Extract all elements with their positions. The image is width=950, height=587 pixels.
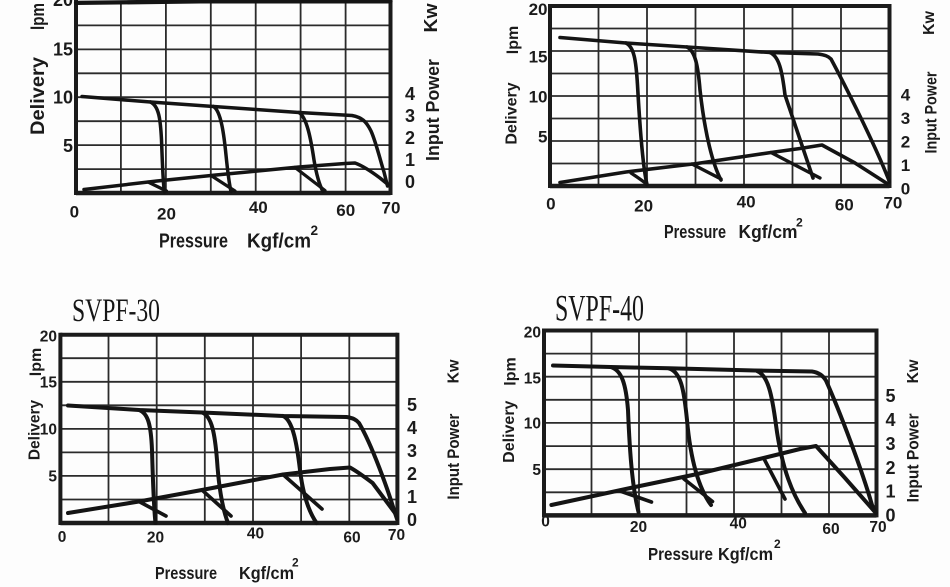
svg-text:20: 20: [157, 205, 176, 224]
svg-text:70: 70: [382, 198, 401, 217]
svg-text:60: 60: [835, 196, 854, 215]
svg-text:1: 1: [885, 482, 895, 502]
svg-text:5: 5: [532, 462, 541, 479]
svg-text:Pressure: Pressure: [664, 222, 726, 242]
svg-text:3: 3: [885, 434, 895, 454]
svg-text:2: 2: [407, 464, 417, 484]
svg-text:15: 15: [53, 39, 73, 59]
svg-text:20: 20: [529, 0, 548, 19]
svg-text:5: 5: [48, 469, 57, 486]
svg-text:0: 0: [70, 202, 79, 221]
svg-text:5: 5: [538, 128, 547, 147]
svg-text:Kgf/cm: Kgf/cm: [718, 544, 773, 564]
svg-text:0: 0: [407, 510, 417, 530]
svg-text:20: 20: [524, 324, 541, 341]
svg-text:60: 60: [336, 201, 355, 220]
svg-text:Pressure: Pressure: [159, 231, 228, 253]
svg-text:Input Power: Input Power: [422, 59, 443, 161]
svg-text:20: 20: [630, 519, 647, 536]
svg-text:10: 10: [529, 88, 548, 107]
svg-text:Kw: Kw: [420, 3, 441, 33]
svg-text:70: 70: [388, 527, 405, 544]
svg-text:70: 70: [883, 193, 902, 212]
svg-text:10: 10: [40, 421, 57, 438]
svg-text:1: 1: [407, 487, 417, 507]
svg-text:Delivery: Delivery: [27, 57, 49, 135]
svg-text:2: 2: [901, 132, 910, 151]
svg-text:lpm: lpm: [28, 348, 45, 376]
svg-text:SVPF-30: SVPF-30: [72, 293, 160, 329]
svg-text:3: 3: [407, 441, 417, 461]
svg-text:Kgf/cm: Kgf/cm: [739, 222, 798, 242]
svg-text:5: 5: [407, 395, 417, 415]
svg-text:0: 0: [901, 179, 910, 198]
svg-text:10: 10: [53, 87, 73, 107]
svg-text:40: 40: [737, 192, 756, 211]
svg-text:20: 20: [147, 530, 164, 547]
svg-text:3: 3: [405, 106, 415, 126]
svg-text:2: 2: [292, 556, 299, 570]
svg-text:2: 2: [311, 223, 319, 238]
svg-text:2: 2: [885, 458, 895, 478]
svg-text:70: 70: [869, 519, 886, 536]
svg-text:Pressure: Pressure: [155, 563, 217, 583]
svg-text:1: 1: [405, 150, 415, 170]
svg-text:4: 4: [901, 85, 911, 104]
svg-text:lpm: lpm: [27, 3, 48, 30]
svg-text:40: 40: [247, 526, 264, 543]
svg-text:4: 4: [407, 418, 417, 438]
svg-text:60: 60: [822, 521, 839, 538]
svg-text:20: 20: [53, 0, 73, 10]
svg-text:Delivery: Delivery: [504, 82, 521, 144]
svg-text:0: 0: [546, 194, 555, 213]
svg-text:SVPF-40: SVPF-40: [555, 289, 644, 330]
svg-text:2: 2: [774, 537, 781, 551]
svg-text:40: 40: [730, 515, 747, 532]
svg-text:2: 2: [405, 128, 415, 148]
svg-text:lpm: lpm: [505, 26, 522, 54]
svg-text:0: 0: [885, 506, 895, 526]
svg-text:Kgf/cm: Kgf/cm: [247, 231, 311, 253]
svg-text:15: 15: [524, 370, 542, 387]
svg-text:15: 15: [40, 374, 58, 391]
svg-text:10: 10: [524, 416, 541, 433]
svg-text:20: 20: [634, 197, 653, 216]
svg-text:0: 0: [405, 172, 415, 192]
svg-text:Input Power: Input Power: [922, 71, 940, 153]
svg-text:60: 60: [343, 530, 360, 547]
svg-text:Input Power: Input Power: [903, 413, 922, 502]
svg-text:4: 4: [885, 410, 895, 430]
svg-text:2: 2: [796, 216, 803, 230]
svg-text:40: 40: [249, 198, 268, 217]
svg-text:3: 3: [901, 109, 910, 128]
svg-text:Kw: Kw: [921, 10, 938, 35]
svg-text:Kw: Kw: [446, 359, 463, 384]
svg-text:0: 0: [541, 514, 550, 531]
svg-text:5: 5: [63, 136, 73, 156]
svg-text:Delivery: Delivery: [501, 400, 518, 462]
svg-text:Input Power: Input Power: [445, 413, 463, 500]
svg-text:15: 15: [529, 48, 548, 67]
svg-text:5: 5: [885, 386, 895, 406]
svg-text:4: 4: [405, 84, 415, 104]
svg-text:lpm: lpm: [503, 357, 520, 385]
svg-text:Kgf/cm: Kgf/cm: [239, 563, 294, 583]
svg-text:0: 0: [58, 529, 67, 546]
svg-text:Kw: Kw: [905, 359, 922, 384]
svg-text:Pressure: Pressure: [648, 544, 713, 564]
svg-text:20: 20: [40, 329, 57, 346]
svg-text:Delivery: Delivery: [27, 399, 44, 460]
svg-text:1: 1: [901, 156, 910, 175]
